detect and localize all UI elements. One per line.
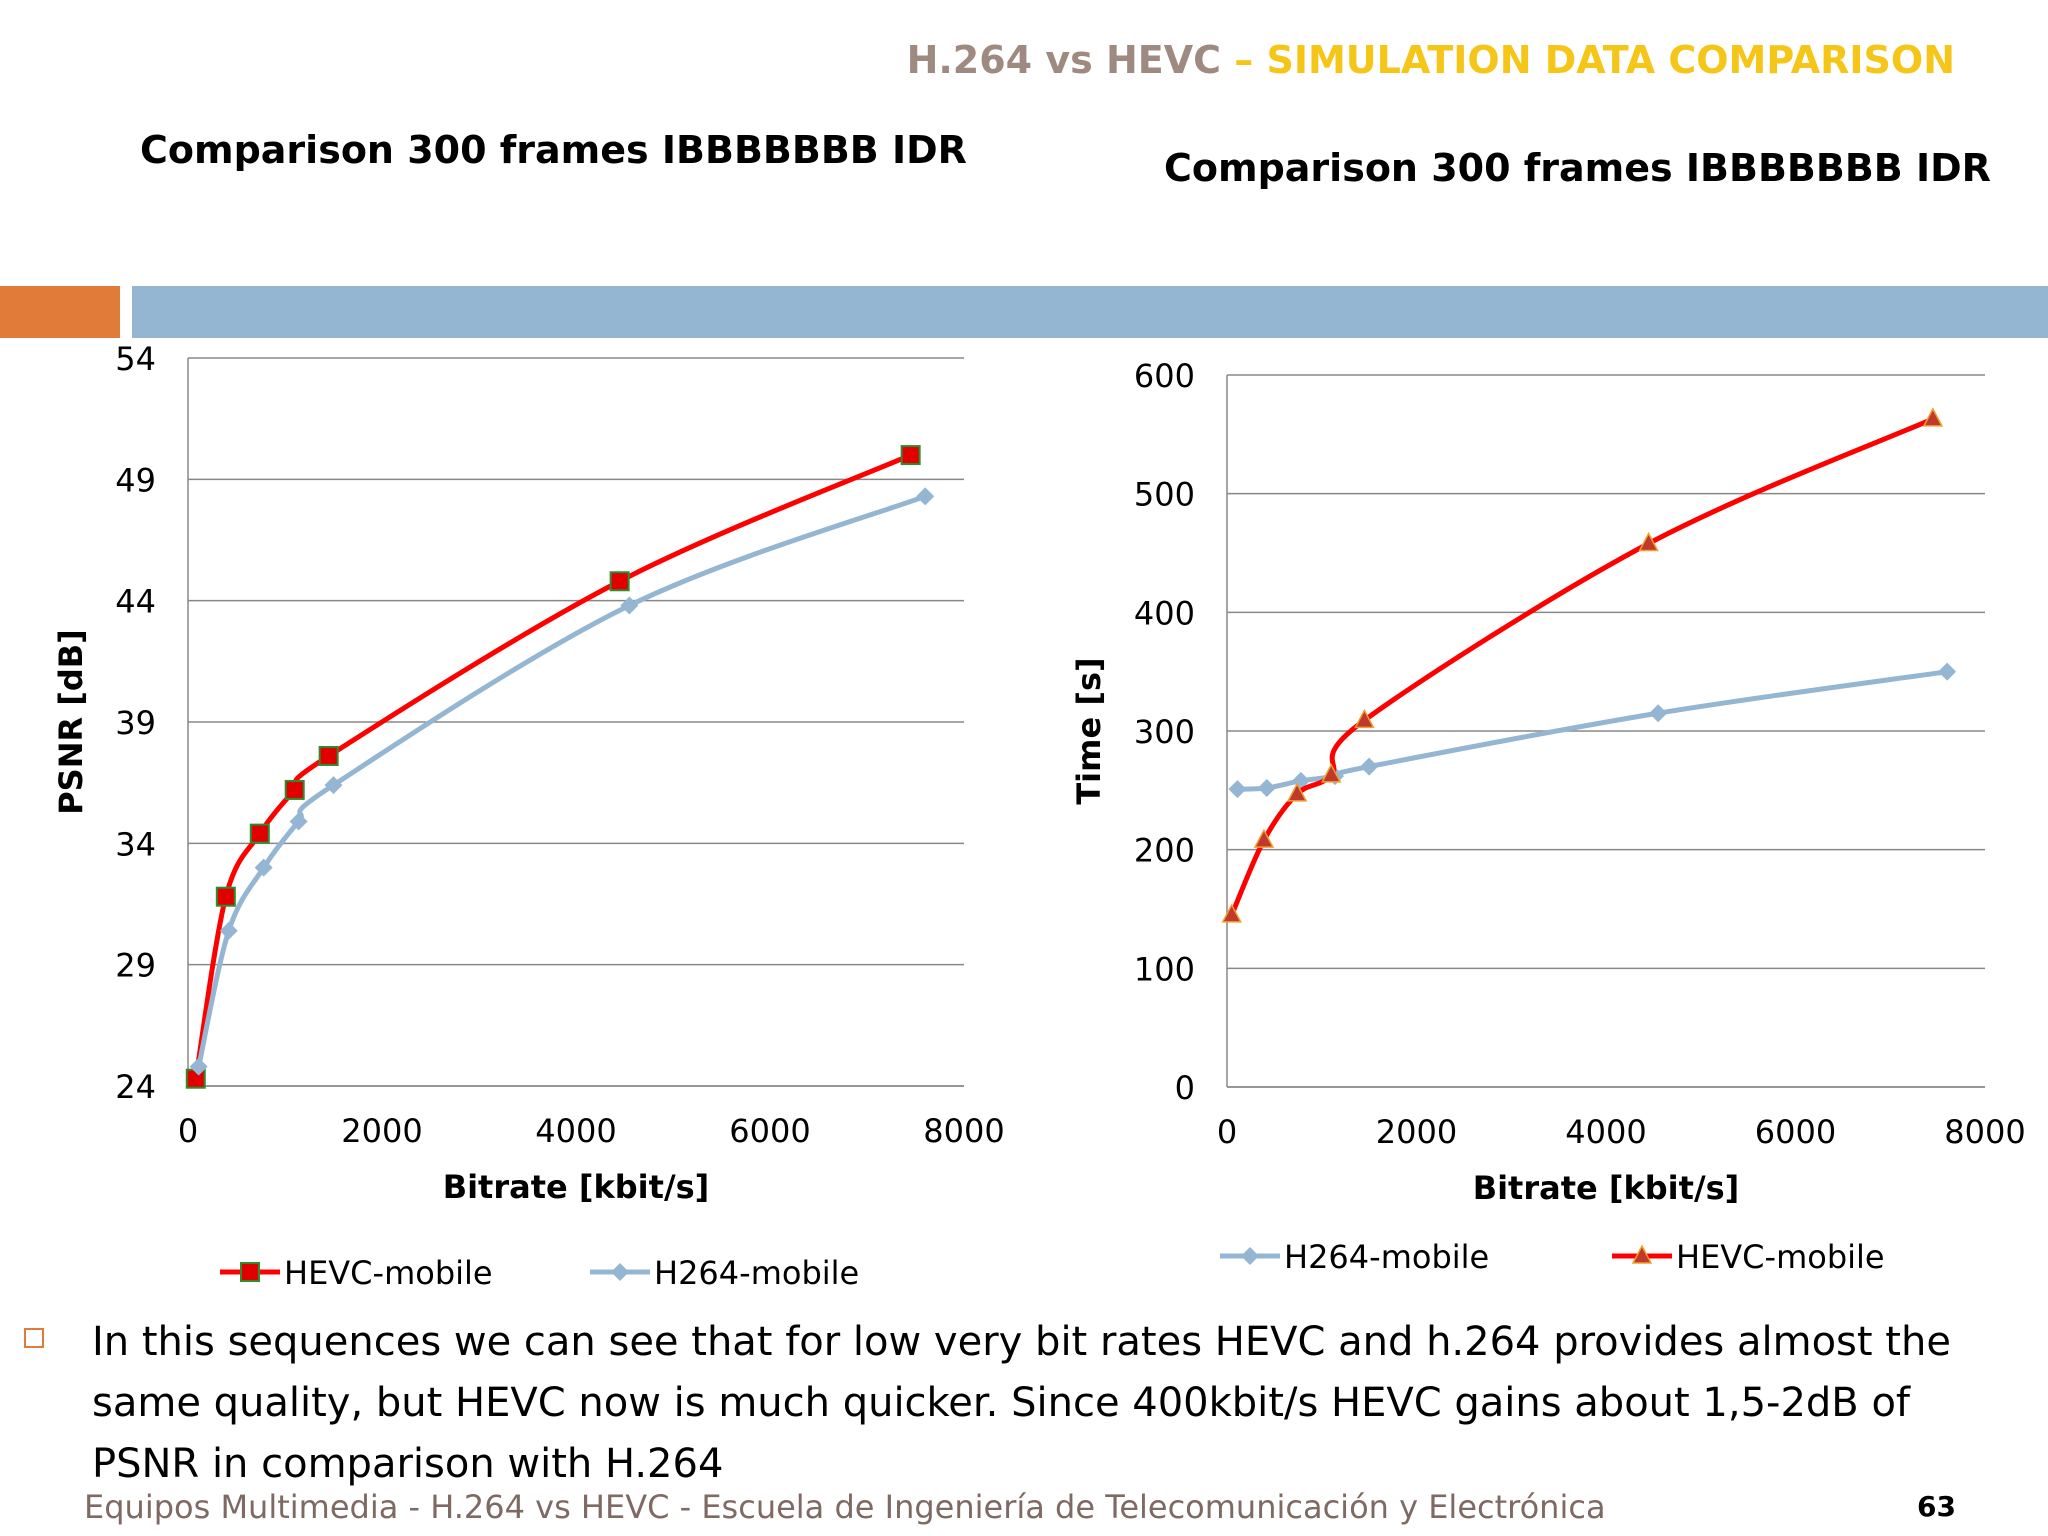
psnr-ytick-label: 44 (115, 583, 156, 621)
time-point-HEVC-mobile-3 (1320, 763, 1342, 783)
psnr-point-HEVC-mobile-6 (900, 445, 921, 466)
psnr-xtick-label: 0 (178, 1112, 198, 1150)
time-point-H264-mobile-4 (1360, 757, 1379, 776)
body-text: In this sequences we can see that for lo… (92, 1319, 1951, 1487)
psnr-legend-label: HEVC-mobile (284, 1254, 493, 1292)
right-chart-title: Comparison 300 frames IBBBBBBB IDR (1164, 146, 1991, 190)
psnr-point-HEVC-mobile-2 (249, 823, 270, 844)
psnr-point-H264-mobile-5 (620, 596, 639, 615)
psnr-ytick-label: 24 (115, 1068, 156, 1106)
time-point-H264-mobile-5 (1649, 704, 1668, 723)
psnr-point-HEVC-mobile-5 (609, 571, 630, 592)
page-number: 63 (1917, 1490, 1956, 1523)
accent-bar-blue (132, 286, 2048, 338)
psnr-ytick-label: 49 (115, 461, 156, 499)
psnr-point-HEVC-mobile-3 (284, 779, 305, 800)
time-ytick-label: 500 (1134, 476, 1195, 514)
time-point-H264-mobile-6 (1938, 662, 1957, 681)
psnr-point-H264-mobile-1 (219, 921, 238, 940)
slide-title-main: H.264 vs HEVC (906, 38, 1222, 82)
psnr-point-H264-mobile-4 (324, 776, 343, 795)
psnr-xaxis-label: Bitrate [kbit/s] (443, 1168, 710, 1206)
time-ytick-label: 100 (1134, 950, 1195, 988)
slide-title-accent: – SIMULATION DATA COMPARISON (1221, 38, 1955, 82)
time-yaxis-label: Time [s] (1070, 657, 1108, 804)
psnr-point-H264-mobile-6 (916, 487, 935, 506)
time-point-HEVC-mobile-0 (1221, 903, 1242, 923)
psnr-xtick-label: 2000 (341, 1112, 422, 1150)
psnr-legend-HEVC-mobile-marker (240, 1262, 260, 1282)
psnr-xtick-label: 4000 (535, 1112, 616, 1150)
time-ytick-label: 300 (1134, 713, 1195, 751)
psnr-chart: 24 29 34 39 44 49 54 0 2000 4000 6000 8000 Bitrate [… (52, 340, 1005, 1292)
psnr-ytick-label: 34 (115, 825, 156, 863)
psnr-legend-H264-mobile-marker (611, 1263, 629, 1281)
time-legend-H264-mobile-marker (1241, 1247, 1259, 1265)
psnr-yaxis-label: PSNR [dB] (52, 629, 90, 815)
bullet-marker (24, 1328, 44, 1348)
psnr-ytick-label: 39 (115, 704, 156, 742)
slide-title: H.264 vs HEVC – SIMULATION DATA COMPARIS… (907, 38, 1955, 82)
psnr-legend-label: H264-mobile (654, 1254, 859, 1292)
time-point-HEVC-mobile-2 (1286, 782, 1308, 802)
time-ytick-label: 600 (1134, 357, 1195, 395)
time-point-H264-mobile-1 (1257, 778, 1276, 797)
time-xtick-label: 0 (1217, 1113, 1237, 1151)
psnr-point-HEVC-mobile-4 (318, 745, 339, 766)
psnr-ytick-label: 54 (115, 340, 156, 378)
psnr-point-H264-mobile-3 (289, 812, 308, 831)
time-legend-HEVC-mobile-marker (1631, 1244, 1653, 1264)
time-legend-label: HEVC-mobile (1676, 1238, 1885, 1276)
footer-text: Equipos Multimedia - H.264 vs HEVC - Esc… (84, 1488, 1606, 1526)
time-series-line-HEVC-mobile (1229, 416, 1934, 916)
psnr-point-H264-mobile-2 (254, 858, 273, 877)
psnr-point-HEVC-mobile-1 (215, 886, 236, 907)
time-xtick-label: 8000 (1944, 1113, 2025, 1151)
time-ytick-label: 200 (1134, 832, 1195, 870)
accent-bar-orange (0, 286, 120, 338)
time-point-H264-mobile-0 (1228, 780, 1247, 799)
time-ytick-label: 0 (1175, 1069, 1195, 1107)
psnr-xtick-label: 8000 (923, 1112, 1004, 1150)
time-point-HEVC-mobile-6 (1922, 407, 1944, 427)
time-xtick-label: 6000 (1755, 1113, 1836, 1151)
psnr-xtick-label: 6000 (729, 1112, 810, 1150)
time-xtick-label: 2000 (1376, 1113, 1457, 1151)
time-point-HEVC-mobile-4 (1354, 708, 1375, 729)
time-point-HEVC-mobile-5 (1638, 531, 1659, 552)
left-chart-title: Comparison 300 frames IBBBBBBB IDR (140, 128, 967, 172)
psnr-ytick-label: 29 (115, 947, 156, 985)
time-point-HEVC-mobile-1 (1253, 828, 1275, 848)
time-legend-label: H264-mobile (1284, 1238, 1489, 1276)
psnr-point-H264-mobile-0 (189, 1057, 208, 1076)
time-xtick-label: 4000 (1565, 1113, 1646, 1151)
time-xaxis-label: Bitrate [kbit/s] (1473, 1169, 1740, 1207)
time-ytick-label: 400 (1134, 594, 1195, 632)
